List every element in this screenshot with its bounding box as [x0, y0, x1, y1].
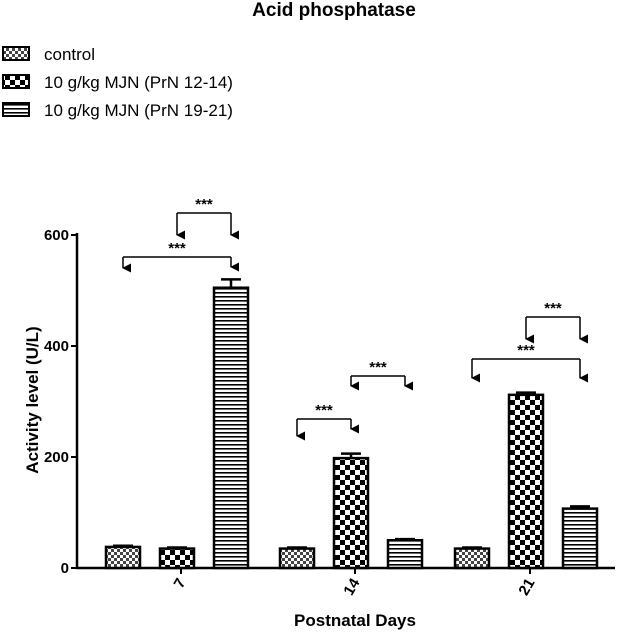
x-tick-label-2: 21: [515, 576, 538, 599]
legend-swatch-1: [2, 74, 30, 89]
x-tick-label-1: 14: [340, 575, 363, 599]
significance-brackets: *** *** *** *** *** ***: [122, 196, 589, 441]
sig-label-3: ***: [369, 359, 387, 376]
bar-0-2: [453, 547, 491, 570]
bar-1-0: [158, 547, 196, 570]
sig-label-2: ***: [315, 402, 333, 419]
bar-0-0: [104, 545, 142, 570]
bar-2-2: [561, 507, 599, 570]
sig-label-1: ***: [195, 196, 213, 213]
legend: control 10 g/kg MJN (PrN 12-14) 10 g/kg MJ…: [2, 45, 233, 120]
legend-label-2: 10 g/kg MJN (PrN 19-21): [44, 101, 233, 120]
x-tick-label-0: 7: [171, 576, 190, 592]
sig-label-5: ***: [544, 300, 562, 317]
y-tick-label-2: 400: [44, 338, 69, 355]
legend-label-1: 10 g/kg MJN (PrN 12-14): [44, 73, 233, 92]
chart-title: Acid phosphatase: [252, 0, 416, 21]
y-tick-label-0: 0: [61, 560, 69, 577]
legend-label-0: control: [44, 45, 95, 64]
bar-2-1: [386, 539, 424, 570]
y-tick-label-1: 200: [44, 449, 69, 466]
bar-1-1: [332, 456, 370, 570]
bar-0-1: [278, 547, 316, 570]
sig-label-4: ***: [517, 342, 535, 359]
legend-swatch-2: [2, 102, 30, 117]
legend-swatch-0: [2, 46, 30, 61]
y-tick-label-3: 600: [44, 227, 69, 244]
bar-1-2: [507, 393, 545, 570]
bars: [104, 278, 599, 570]
x-axis-label: Postnatal Days: [294, 611, 416, 630]
bar-2-0: [212, 286, 250, 570]
sig-label-0: ***: [168, 240, 186, 257]
y-axis-label: Activity level (U/L): [23, 326, 42, 473]
